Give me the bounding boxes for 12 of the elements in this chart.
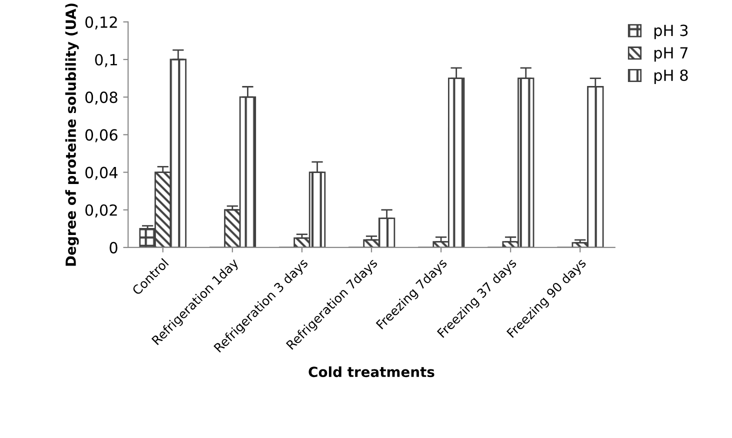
y-tick-label: 0,06 [85,129,118,142]
legend-label: pH 7 [654,47,688,62]
y-tick-label: 0,08 [85,92,118,105]
y-tick-label: 0,04 [85,166,118,180]
legend-label: pH 3 [654,24,688,40]
y-tick-label: 0,02 [85,204,117,218]
y-tick-label: 0,12 [85,16,117,30]
x-axis-title: Cold treatments [308,366,434,378]
y-tick-label: 0,1 [95,54,117,68]
y-axis-title: Degree of proteine solubility (UA) [65,4,79,266]
legend-label: pH 8 [654,69,688,84]
y-tick-label: 0 [110,242,118,254]
